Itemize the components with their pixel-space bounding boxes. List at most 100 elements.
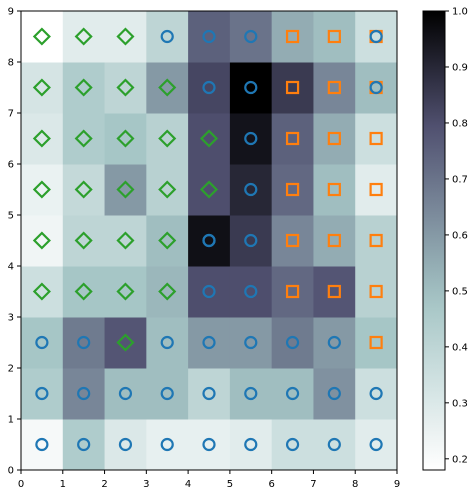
circle-marker [369, 29, 383, 44]
diamond-marker [116, 231, 135, 250]
y-tick-label: 2 [8, 364, 14, 375]
x-tick-label: 6 [268, 479, 274, 490]
diamond-marker [32, 282, 51, 301]
circle-marker [35, 386, 49, 401]
diamond-marker [74, 129, 93, 148]
heatmap-cell [188, 62, 231, 114]
circle-marker [77, 437, 91, 452]
diamond-marker [158, 282, 177, 301]
y-tick-label: 5 [8, 211, 14, 222]
heatmap-cell [104, 164, 147, 216]
y-tick-label: 4 [8, 262, 14, 273]
heatmap-cell [62, 368, 106, 420]
diamond-marker [158, 231, 177, 250]
diamond-marker [74, 78, 93, 97]
square-marker [327, 233, 341, 248]
heatmap-cell [146, 62, 189, 114]
x-tick-label: 7 [310, 479, 316, 490]
circle-marker [35, 335, 49, 350]
heatmap-cell [229, 368, 273, 420]
heatmap-cell [313, 11, 356, 63]
diamond-marker [116, 27, 135, 46]
heatmap-cell [62, 164, 106, 216]
heatmap-cell [229, 215, 273, 267]
heatmap-cell [355, 62, 398, 114]
heatmap-cell [104, 113, 147, 165]
heatmap-cell [146, 215, 189, 267]
diamond-marker [32, 180, 51, 199]
diamond-marker [116, 129, 135, 148]
diamond-marker [74, 27, 93, 46]
diamond-marker [32, 129, 51, 148]
x-tick-label: 5 [227, 479, 233, 490]
square-marker [327, 182, 341, 197]
square-marker [369, 284, 383, 299]
heatmap-cell [188, 317, 231, 369]
x-tick-label: 8 [352, 479, 358, 490]
y-tick-label: 1 [8, 415, 14, 426]
heatmap-cell [21, 113, 64, 165]
square-marker [327, 131, 341, 146]
circle-marker [77, 335, 91, 350]
x-axis: 0 1 2 3 4 5 6 7 8 9 [18, 470, 400, 490]
heatmap-cell [146, 164, 189, 216]
circle-marker [369, 386, 383, 401]
heatmap-cell [21, 164, 64, 216]
diamond-marker [116, 333, 135, 352]
circle-marker [244, 335, 258, 350]
heatmap-cell [271, 317, 314, 369]
diamond-marker [74, 282, 93, 301]
heatmap-cell [229, 113, 273, 165]
heatmap-cell [62, 62, 106, 114]
diamond-marker [158, 129, 177, 148]
heatmap-cell [271, 419, 314, 471]
heatmap-cell [62, 266, 106, 318]
heatmap-cell [104, 266, 147, 318]
circle-marker [244, 182, 258, 197]
colorbar-tick-label: 0.3 [452, 398, 468, 409]
heatmap-cell [355, 113, 398, 165]
y-axis: 0 1 2 3 4 5 6 7 8 9 [8, 7, 21, 477]
plot-frame [20, 10, 398, 471]
diamond-marker [32, 27, 51, 46]
heatmap-cell [21, 11, 64, 63]
heatmap-cell [271, 62, 314, 114]
heatmap-cell [355, 266, 398, 318]
heatmap-cell [188, 368, 231, 420]
circle-marker [202, 233, 216, 248]
heatmap-cell [355, 11, 398, 63]
colorbar-ticks: 0.2 0.3 0.4 0.5 0.6 0.7 0.8 0.9 1.0 [445, 7, 468, 465]
circle-marker [35, 437, 49, 452]
heatmap-cell [146, 317, 189, 369]
heatmap-cell [146, 113, 189, 165]
heatmap-cell [104, 215, 147, 267]
y-tick-label: 9 [8, 7, 14, 18]
x-tick-label: 3 [143, 479, 149, 490]
heatmap-cell [188, 11, 231, 63]
square-marker [327, 29, 341, 44]
heatmap-cell [313, 317, 356, 369]
colorbar-tick-label: 0.8 [452, 118, 468, 129]
heatmap-cell [355, 164, 398, 216]
circle-marker [244, 29, 258, 44]
colorbar-tick-label: 0.7 [452, 174, 468, 185]
heatmap-cell [229, 317, 273, 369]
y-tick-label: 7 [8, 109, 14, 120]
circle-marker [244, 233, 258, 248]
circle-marker [285, 437, 300, 452]
heatmap-cell [229, 419, 273, 471]
square-marker [285, 284, 300, 299]
x-tick-label: 0 [18, 479, 24, 490]
heatmap-cell [62, 11, 106, 63]
heatmap-cell [146, 266, 189, 318]
colorbar-tick-label: 0.6 [452, 230, 468, 241]
heatmap-cell [313, 368, 356, 420]
heatmap-cell [104, 419, 147, 471]
diamond-marker [158, 78, 177, 97]
circle-marker [244, 386, 258, 401]
diamond-marker [32, 231, 51, 250]
diamond-marker [158, 180, 177, 199]
heatmap-cell [62, 419, 106, 471]
heatmap-cell [229, 62, 273, 114]
x-tick-label: 9 [394, 479, 400, 490]
